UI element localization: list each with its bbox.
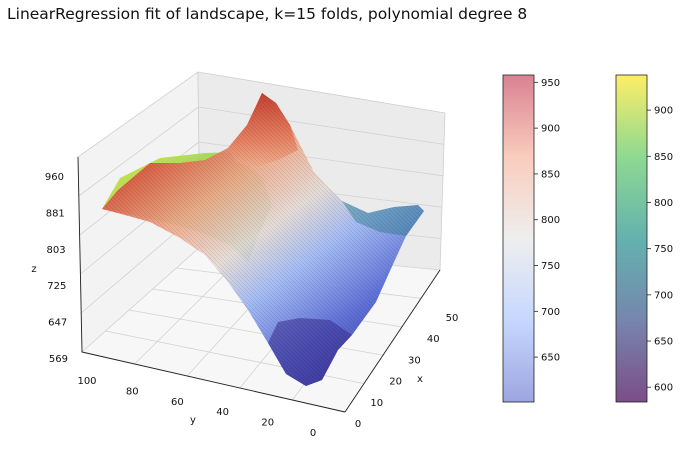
z-tick-label: 803 <box>47 245 66 256</box>
x-tick-label: 10 <box>370 398 383 409</box>
colorbar-tick-label: 900 <box>654 106 673 117</box>
colorbar-viridis-frame <box>615 74 648 403</box>
x-tick-label: 30 <box>408 355 421 366</box>
y-tick-labels: 100 80 60 40 20 0 <box>77 376 316 439</box>
colorbar-tick-label: 900 <box>541 124 560 135</box>
chart-title: LinearRegression fit of landscape, k=15 … <box>7 5 527 23</box>
y-tick-label: 60 <box>171 397 184 408</box>
colorbar-viridis-fill <box>616 75 647 402</box>
z-tick-label: 569 <box>49 354 68 365</box>
colorbar-coolwarm: 650 700 750 800 850 900 950 <box>502 74 560 403</box>
z-tick-label: 647 <box>48 318 67 329</box>
z-axis-label: z <box>31 264 36 275</box>
x-tick-label: 20 <box>389 377 402 388</box>
z-tick-labels: 569 647 725 803 881 960 <box>45 172 68 365</box>
x-tick-label: 0 <box>355 419 361 430</box>
y-axis-label: y <box>190 415 196 426</box>
x-tick-labels: 0 10 20 30 40 50 <box>355 313 459 430</box>
y-tick-label: 0 <box>310 428 316 439</box>
x-tick-label: 40 <box>427 334 440 345</box>
colorbar-tick-label: 750 <box>541 261 560 272</box>
colorbar-tick-label: 850 <box>541 169 560 180</box>
y-tick-label: 20 <box>261 418 274 429</box>
z-tick-label: 960 <box>45 172 64 183</box>
y-tick-label: 80 <box>126 386 139 397</box>
colorbar-tick-label: 950 <box>541 78 560 89</box>
colorbar-tick-label: 850 <box>654 152 673 163</box>
colorbar-coolwarm-frame <box>502 74 535 403</box>
x-tick-label: 50 <box>446 313 459 324</box>
z-tick-label: 725 <box>47 281 66 292</box>
y-tick-label: 100 <box>77 376 96 387</box>
z-tick-label: 881 <box>46 208 65 219</box>
colorbar-tick-label: 650 <box>541 353 560 364</box>
axis-lines <box>77 156 441 413</box>
colorbar-tick-label: 750 <box>654 244 673 255</box>
colorbar-tick-label: 650 <box>654 337 673 348</box>
colorbar-tick-label: 800 <box>654 198 673 209</box>
y-tick-label: 40 <box>216 407 229 418</box>
colorbar-tick-label: 800 <box>541 215 560 226</box>
x-axis-label: x <box>417 374 423 385</box>
colorbar-tick-label: 700 <box>541 307 560 318</box>
colorbar-coolwarm-fill <box>503 75 534 402</box>
colorbar-viridis: 600 650 700 750 800 850 900 <box>615 74 673 403</box>
colorbar-tick-label: 600 <box>654 383 673 394</box>
colorbar-tick-label: 700 <box>654 290 673 301</box>
